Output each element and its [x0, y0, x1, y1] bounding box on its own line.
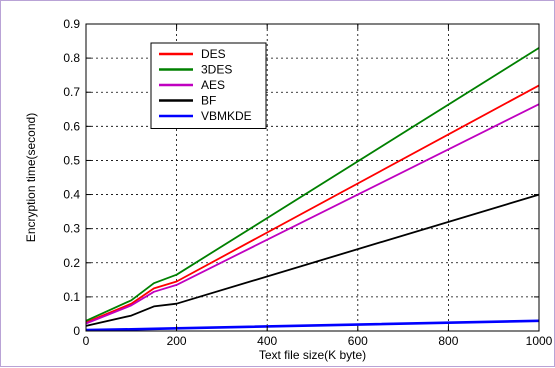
y-axis-label: Encryption time(second)	[24, 113, 38, 242]
series-line-3des	[85, 47, 540, 322]
legend-label-bf: BF	[201, 94, 216, 108]
series-line-bf	[85, 193, 540, 327]
x-tick-label: 200	[167, 334, 187, 348]
x-tick-label: 600	[348, 334, 368, 348]
series-line-aes	[85, 103, 540, 325]
y-tick-label: 0.6	[63, 119, 80, 133]
legend-label-3des: 3DES	[201, 63, 232, 77]
y-tick-label: 0.3	[63, 222, 80, 236]
x-tick-label: 1000	[526, 334, 553, 348]
series-lines	[85, 47, 540, 332]
axis-ticks: 0 200 400 600 800 1000 0 0.1 0.2 0.3 0.4 0.5 0.6 0.7 0…	[63, 17, 552, 348]
x-tick-label: 800	[438, 334, 458, 348]
y-tick-label: 0.2	[63, 256, 80, 270]
legend-label-vbmkde: VBMKDE	[201, 109, 252, 123]
x-tick-label: 0	[83, 334, 90, 348]
x-tick-label: 400	[257, 334, 277, 348]
plot-area-border	[85, 23, 540, 332]
series-line-des	[85, 84, 540, 324]
y-tick-label: 0.4	[63, 188, 80, 202]
y-tick-label: 0.8	[63, 51, 80, 65]
legend-label-des: DES	[201, 47, 226, 61]
y-tick-label: 0.5	[63, 153, 80, 167]
y-tick-label: 0	[73, 324, 80, 338]
series-line-vbmkde	[85, 319, 540, 332]
y-tick-label: 0.1	[63, 290, 80, 304]
legend-label-aes: AES	[201, 78, 225, 92]
y-tick-label: 0.9	[63, 17, 80, 31]
y-tick-label: 0.7	[63, 85, 80, 99]
x-axis-label: Text file size(K byte)	[259, 348, 366, 362]
